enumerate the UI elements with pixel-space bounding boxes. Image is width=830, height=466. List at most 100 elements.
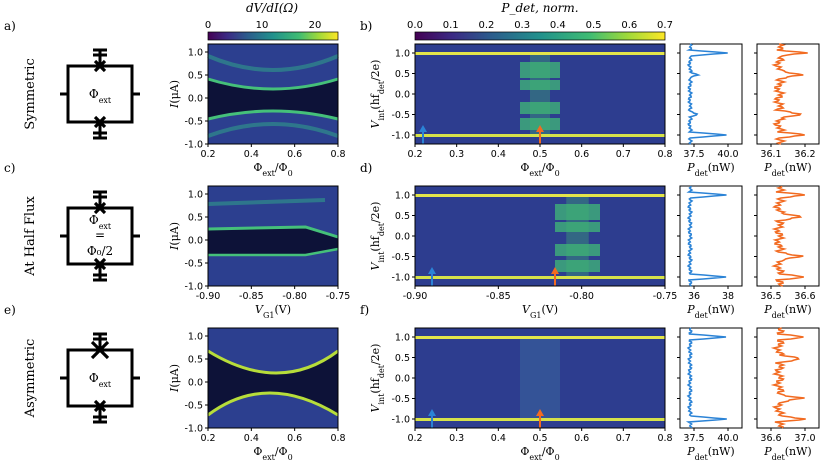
x-axis-label: Φext/Φ0 <box>520 445 559 461</box>
x-tick-label: 0.6 <box>287 433 302 444</box>
y-tick-label: 1.0 <box>395 191 410 202</box>
pdet-map: 1.0 0.5 0.0 -0.5 -1.0 Vint(hfdet/2e) 0.2 0.3 0.4… <box>369 43 673 178</box>
y-axis-label: I(μA) <box>168 364 181 393</box>
colorbar-right-tick: 0.5 <box>586 20 602 31</box>
circuit-flux-label: Φext <box>89 87 112 105</box>
circuit-eq: = <box>95 228 105 242</box>
x-tick-label: 36.6 <box>760 433 781 444</box>
y-tick-label: -0.5 <box>391 252 410 263</box>
x-tick-label: 0.6 <box>287 149 302 160</box>
x-tick-label: 0.8 <box>657 149 672 160</box>
y-tick-label: -0.5 <box>391 394 410 405</box>
colorbar-right-tick: 0.4 <box>550 20 566 31</box>
colorbar-right-tick: 0.2 <box>478 20 494 31</box>
y-tick-label: 0.0 <box>395 90 410 101</box>
x-axis-label: Pdet(nW) <box>763 161 811 178</box>
x-tick-label: 0.4 <box>244 433 259 444</box>
y-tick-label: 0.0 <box>395 374 410 385</box>
x-tick-label: 0.8 <box>657 433 672 444</box>
row-half-flux: c) d) At Half Flux Φext= Φ₀/2 1.0 0.5 0.0 -0.5 -1… <box>4 161 820 320</box>
x-axis-label: Pdet(nW) <box>686 303 734 320</box>
x-tick-label: 0.4 <box>491 433 506 444</box>
y-tick-label: 0.5 <box>188 213 203 224</box>
colorbar-right-tick: 0.3 <box>514 20 530 31</box>
x-tick-label: 0.4 <box>491 149 506 160</box>
colorbar-right: P_det, norm. 0.0 0.1 0.2 0.3 0.4 0.5 0.6 0.7 <box>407 1 673 41</box>
x-axis-label: Pdet(nW) <box>686 445 734 461</box>
row-asymmetric: e) f) Asymmetric Φext 1.0 0.5 0.0 -0.5 -1.0 I(μA)… <box>4 303 820 462</box>
y-tick-label: 1.0 <box>188 48 203 59</box>
x-tick-label: -0.80 <box>569 291 594 302</box>
x-tick-label: 36.6 <box>794 291 815 302</box>
x-tick-label: 0.3 <box>449 149 464 160</box>
row-symmetric: a) b) Symmetric Φext 1.0 0.5 0.0 -0.5 -1.0 I(μA) 0… <box>4 19 820 178</box>
x-tick-label: -0.75 <box>326 291 351 302</box>
panel-label: c) <box>4 161 15 175</box>
circuit-diagram: Φext <box>60 48 140 140</box>
x-tick-label: 0.4 <box>244 149 259 160</box>
y-tick-label: -1.0 <box>391 415 410 426</box>
y-tick-label: -1.0 <box>391 273 410 284</box>
colorbar-left-tick-2: 20 <box>309 20 322 31</box>
x-axis-label: Pdet(nW) <box>686 161 734 178</box>
circuit-flux-label: Φext <box>89 371 112 389</box>
y-tick-label: 1.0 <box>395 333 410 344</box>
circuit-half-label: Φ₀/2 <box>87 244 113 258</box>
x-tick-label: 36.1 <box>760 149 781 160</box>
x-tick-label: 0.5 <box>532 433 547 444</box>
x-tick-label: 37.5 <box>683 433 704 444</box>
y-tick-label: -1.0 <box>391 131 410 142</box>
x-tick-label: 37.5 <box>683 149 704 160</box>
x-axis-label: Φext/Φ0 <box>520 161 559 178</box>
y-axis-label: Vint(hfdet/2e) <box>369 344 386 413</box>
colorbar-right-tick: 0.6 <box>621 20 637 31</box>
dvdi-map: 1.0 0.5 0.0 -0.5 -1.0 I(μA) 0.2 0.4 0.6 0.8 Φext/Φ… <box>168 43 346 178</box>
colorbar-right-tick: 0.7 <box>657 20 673 31</box>
y-axis-label: I(μA) <box>168 80 181 109</box>
circuit-diagram: Φext= Φ₀/2 <box>60 190 140 282</box>
x-tick-label: -0.90 <box>196 291 221 302</box>
x-axis-label: VG1(V) <box>522 303 558 320</box>
x-tick-label: 36 <box>688 291 700 302</box>
y-tick-label: 1.0 <box>188 332 203 343</box>
y-tick-label: -0.5 <box>184 259 203 270</box>
y-tick-label: 0.5 <box>188 71 203 82</box>
x-tick-label: -0.85 <box>239 291 264 302</box>
y-tick-label: 0.5 <box>395 211 410 222</box>
panel-label: e) <box>4 303 16 317</box>
x-tick-label: 0.8 <box>330 149 345 160</box>
row-label: Asymmetric <box>23 339 38 419</box>
panel-label: b) <box>360 19 372 33</box>
y-axis-label: Vint(hfdet/2e) <box>369 60 386 129</box>
x-tick-label: 0.8 <box>330 433 345 444</box>
x-tick-label: 0.2 <box>200 149 215 160</box>
x-tick-label: -0.75 <box>653 291 678 302</box>
x-tick-label: 0.3 <box>449 433 464 444</box>
y-tick-label: 0.0 <box>188 378 203 389</box>
x-tick-label: -0.90 <box>403 291 428 302</box>
dvdi-map: 1.0 0.5 0.0 -0.5 -1.0 I(μA) -0.90 -0.85 -0.80 -0.… <box>168 185 351 320</box>
colorbar-right-tick: 0.1 <box>443 20 459 31</box>
x-tick-label: 0.7 <box>616 433 631 444</box>
x-tick-label: 0.6 <box>574 149 589 160</box>
y-axis-label: I(μA) <box>168 222 181 251</box>
x-tick-label: 36.5 <box>760 291 781 302</box>
x-tick-label: 0.5 <box>532 149 547 160</box>
y-tick-label: 1.0 <box>188 190 203 201</box>
colorbar-left-label: dV/dI(Ω) <box>246 1 298 15</box>
y-tick-label: -1.0 <box>184 282 203 293</box>
circuit-diagram: Φext <box>60 332 140 424</box>
x-axis-label: Pdet(nW) <box>763 303 811 320</box>
panel-label: f) <box>360 303 369 317</box>
colorbar-right-tick: 0.0 <box>407 20 423 31</box>
y-tick-label: 0.5 <box>395 353 410 364</box>
x-tick-label: 36.2 <box>794 149 815 160</box>
y-tick-label: -0.5 <box>184 117 203 128</box>
panel-label: d) <box>360 161 372 175</box>
row-label: Symmetric <box>23 58 38 129</box>
y-axis-label: Vint(hfdet/2e) <box>369 202 386 271</box>
